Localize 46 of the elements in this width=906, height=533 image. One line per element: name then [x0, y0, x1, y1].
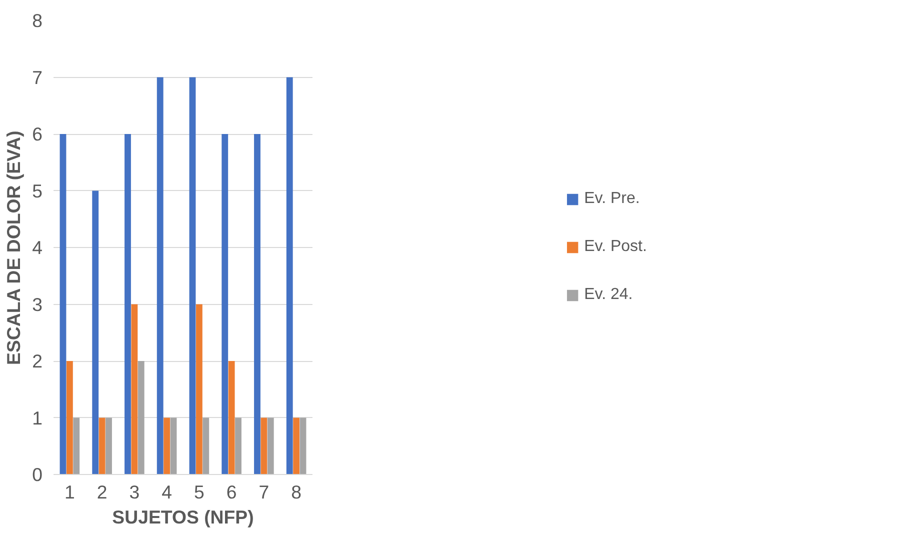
- x-tick-label: 6: [226, 482, 237, 502]
- bar: [300, 418, 306, 474]
- y-tick-label: 1: [32, 407, 43, 428]
- bar: [228, 361, 235, 474]
- x-tick-label: 1: [64, 482, 75, 502]
- y-tick-label: 2: [32, 350, 43, 372]
- x-tick-label: 3: [129, 482, 140, 502]
- y-tick-label: 5: [32, 180, 43, 202]
- x-tick-label: 7: [258, 482, 270, 502]
- x-tick-label: 5: [194, 482, 204, 502]
- legend-label: Ev. Pre.: [584, 190, 640, 208]
- x-tick-label: 4: [162, 482, 172, 502]
- bar: [222, 134, 228, 474]
- bar: [66, 361, 73, 474]
- bar: [124, 134, 131, 474]
- legend-label: Ev. Post.: [584, 238, 647, 256]
- bar: [138, 361, 144, 474]
- bar: [156, 77, 164, 474]
- y-tick-label: 6: [32, 124, 43, 144]
- bar: [170, 418, 177, 474]
- bar: [286, 77, 293, 474]
- bar: [60, 134, 66, 474]
- bar: [98, 418, 106, 474]
- bar: [106, 418, 112, 474]
- y-axis-title: ESCALA DE DOLOR (EVA): [3, 130, 24, 365]
- x-tick-label: 8: [291, 482, 302, 502]
- bar: [131, 304, 138, 474]
- bar: [196, 304, 202, 474]
- bar: [73, 418, 80, 474]
- y-tick-label: 7: [32, 66, 43, 88]
- bar: [254, 134, 260, 474]
- bar: [164, 418, 170, 474]
- y-tick-label: 4: [32, 237, 43, 258]
- x-axis-title: SUJETOS (NFP): [112, 506, 254, 528]
- legend-label: Ev. 24.: [584, 286, 633, 304]
- y-tick-label: 0: [32, 464, 43, 485]
- bar: [92, 190, 99, 474]
- y-tick-label: 8: [32, 10, 43, 31]
- bar: [189, 77, 196, 474]
- bar: [260, 418, 268, 474]
- x-tick-label: 2: [96, 482, 108, 502]
- bar: [267, 418, 274, 474]
- y-tick-label: 3: [32, 294, 43, 315]
- bar: [202, 418, 210, 474]
- bar: [293, 418, 300, 474]
- bar: [235, 418, 242, 474]
